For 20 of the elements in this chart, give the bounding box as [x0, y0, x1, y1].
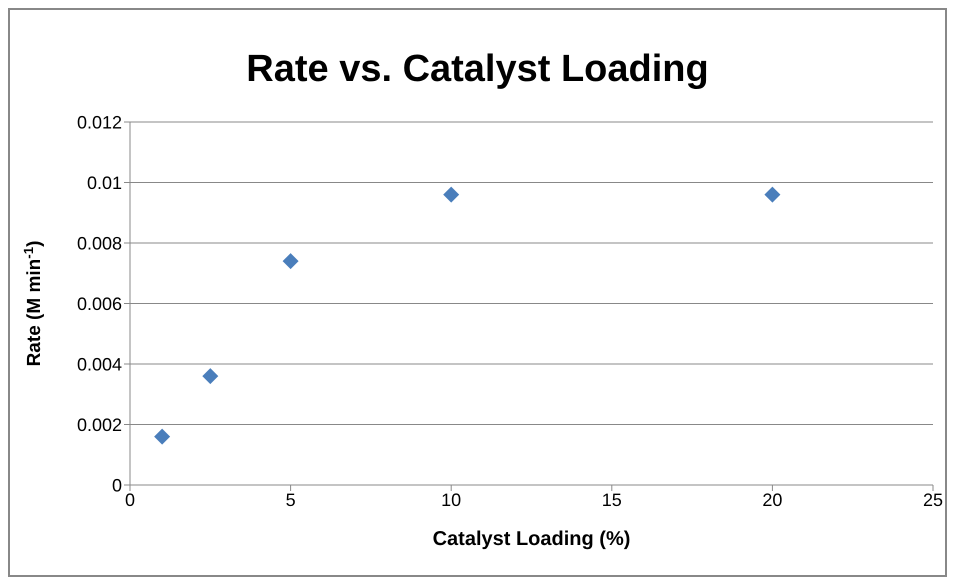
y-tick-label: 0: [112, 475, 122, 496]
y-tick-label: 0.006: [76, 294, 122, 314]
point: [154, 428, 170, 445]
x-tick-label: 20: [762, 490, 782, 510]
x-tick-label: 10: [441, 490, 462, 510]
point: [282, 253, 299, 270]
y-tick-label: 0.012: [76, 112, 122, 132]
point: [443, 186, 460, 203]
y-tick-label: 0.01: [86, 172, 122, 193]
x-tick-label: 0: [124, 490, 136, 510]
y-tick-label: 0.004: [76, 354, 122, 374]
point: [764, 186, 780, 203]
x-axis-title: Catalyst Loading (%): [432, 528, 630, 550]
x-tick-label: 25: [922, 490, 944, 510]
y-tick-label: 0.008: [76, 233, 122, 254]
x-tick-label: 5: [286, 490, 296, 510]
x-tick-label: 15: [602, 490, 622, 510]
y-tick-label: 0.002: [76, 414, 122, 435]
point: [202, 368, 218, 384]
chart-title: Rate vs. Catalyst Loading: [245, 48, 710, 91]
